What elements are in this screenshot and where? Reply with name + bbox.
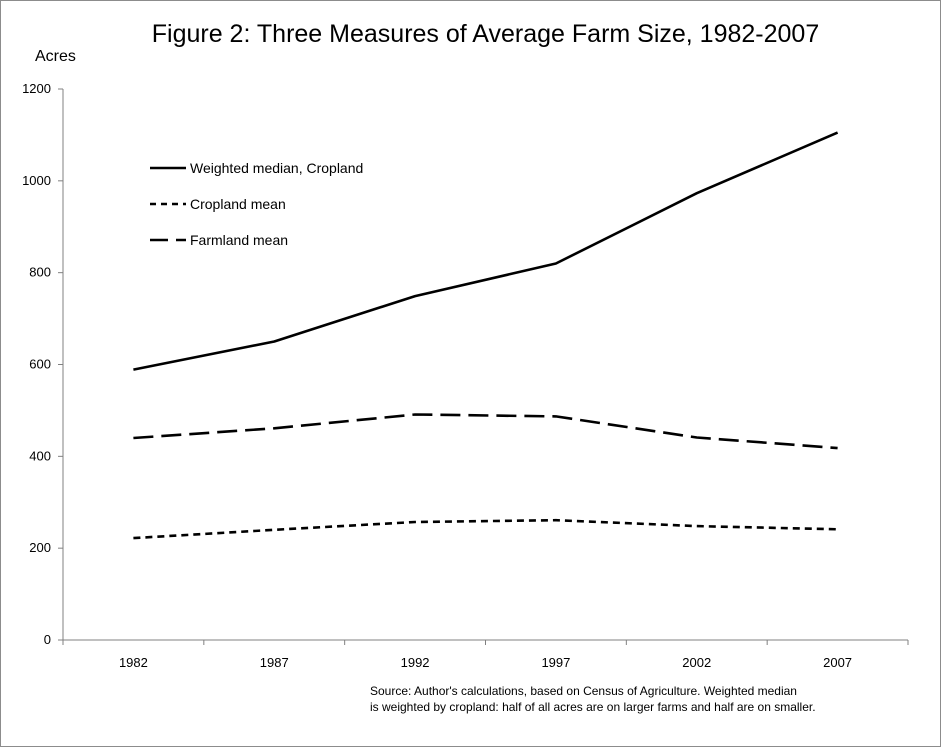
- x-tick-label: 2002: [682, 655, 711, 670]
- y-tick-label: 1000: [22, 173, 51, 188]
- series-line-3: [133, 413, 838, 450]
- tick-labels: 0 200 400 600 800 1000 1200 1982 1987 1992 1997 200…: [22, 81, 852, 670]
- y-tick-label: 800: [29, 265, 51, 280]
- series-line-2: [133, 518, 838, 540]
- x-tick-label: 2007: [823, 655, 852, 670]
- source-line-1: Source: Author's calculations, based on …: [370, 684, 797, 698]
- legend-label-3: Farmland mean: [190, 232, 288, 248]
- chart-title: Figure 2: Three Measures of Average Farm…: [151, 20, 820, 48]
- axes: [58, 88, 909, 645]
- legend: Weighted median, Cropland Cropland mean Fa…: [150, 160, 363, 248]
- y-tick-label: 400: [29, 448, 51, 463]
- legend-label-1: Weighted median, Cropland: [190, 160, 363, 176]
- x-tick-label: 1982: [119, 655, 148, 670]
- source-line-2: is weighted by cropland: half of all acr…: [370, 700, 816, 714]
- y-axis-label: Acres: [35, 48, 76, 65]
- x-tick-label: 1987: [260, 655, 289, 670]
- y-tick-label: 600: [29, 357, 51, 372]
- y-tick-label: 200: [29, 540, 51, 555]
- legend-label-2: Cropland mean: [190, 196, 286, 212]
- series-line-1: [133, 131, 839, 371]
- source-note: Source: Author's calculations, based on …: [370, 683, 816, 715]
- y-tick-label: 1200: [22, 81, 51, 96]
- x-tick-label: 1997: [541, 655, 570, 670]
- series-lines: [133, 131, 839, 540]
- x-tick-label: 1992: [401, 655, 430, 670]
- y-tick-label: 0: [44, 632, 51, 647]
